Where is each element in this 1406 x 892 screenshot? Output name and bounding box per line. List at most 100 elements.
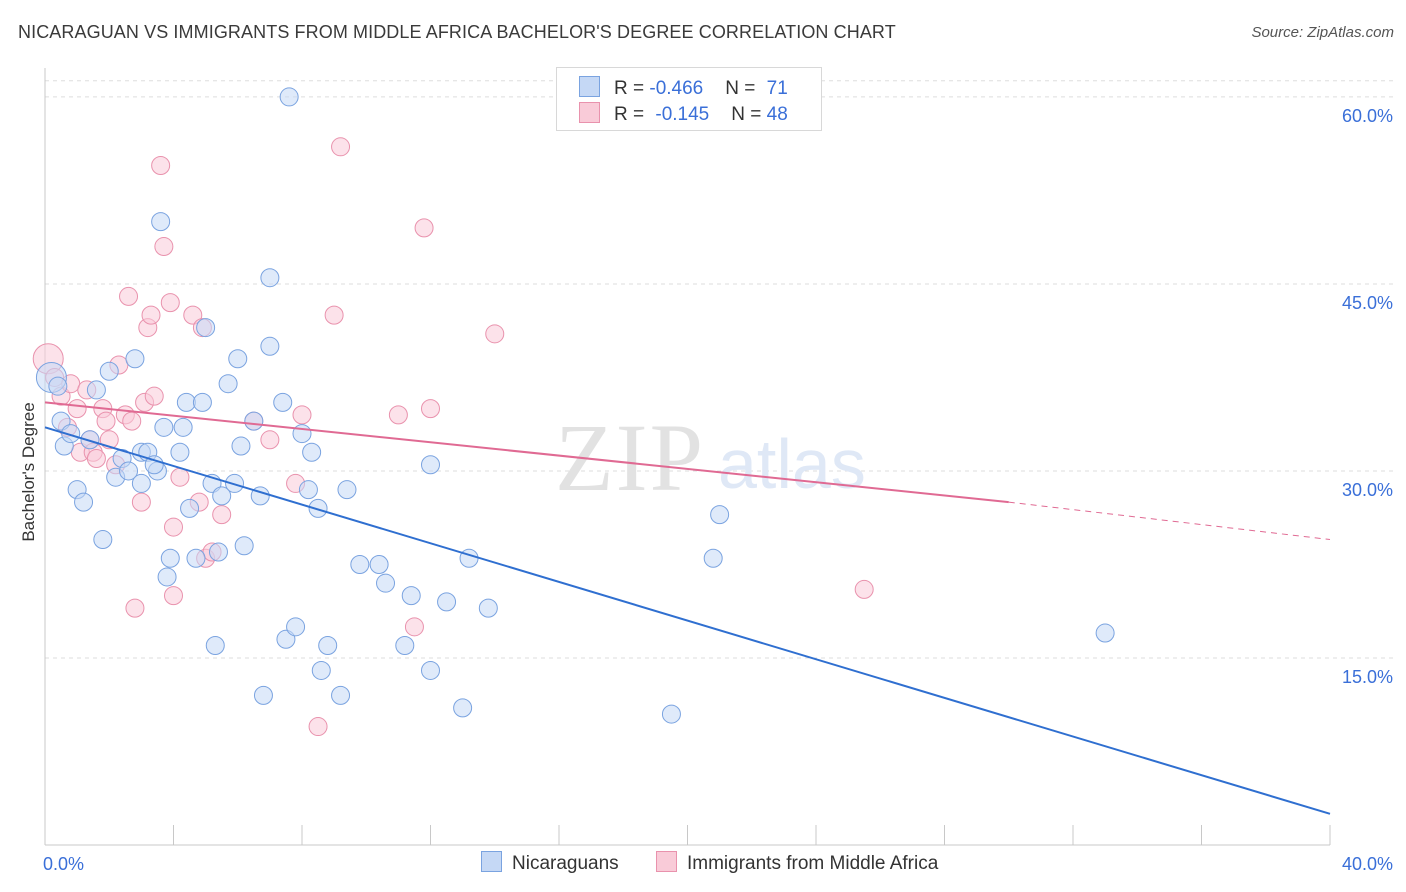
blue-point xyxy=(710,505,730,525)
pink-point xyxy=(331,137,351,157)
blue-point xyxy=(286,617,306,637)
pink-point xyxy=(154,237,174,257)
blue-point xyxy=(218,374,238,394)
x-tick-label-max: 40.0% xyxy=(1342,854,1393,874)
pink-point xyxy=(324,305,344,325)
pink-point xyxy=(67,399,87,419)
blue-point xyxy=(86,380,106,400)
blue-point xyxy=(311,660,331,680)
pink-point xyxy=(414,218,434,238)
pink-point xyxy=(388,405,408,425)
blue-point xyxy=(369,554,389,574)
chart-title: NICARAGUAN VS IMMIGRANTS FROM MIDDLE AFR… xyxy=(18,22,896,42)
pink-point xyxy=(151,156,171,176)
blue-point xyxy=(421,455,440,475)
pink-point xyxy=(421,399,440,419)
blue-point xyxy=(208,542,228,562)
blue-point xyxy=(157,567,177,587)
blue-point xyxy=(318,636,338,656)
blue-point xyxy=(478,598,498,618)
legend-item-middle-africa: Immigrants from Middle Africa xyxy=(656,851,938,875)
blue-point xyxy=(205,636,225,656)
pink-point xyxy=(404,617,424,637)
legend-item-nicaraguans: Nicaraguans xyxy=(481,851,619,875)
blue-point xyxy=(180,498,200,518)
blue-point xyxy=(244,411,264,431)
blue-point xyxy=(395,636,415,656)
blue-point xyxy=(437,592,457,612)
blue-point xyxy=(1095,623,1115,643)
blue-point xyxy=(119,461,139,481)
blue-point xyxy=(173,417,193,437)
blue-point xyxy=(212,486,232,506)
watermark-atlas: atlas xyxy=(718,425,866,503)
blue-point xyxy=(308,498,328,518)
pink-point xyxy=(144,386,164,406)
blue-point xyxy=(154,417,174,437)
blue-point xyxy=(273,392,293,412)
y-tick-label: 45.0% xyxy=(1342,293,1393,313)
pink-point xyxy=(86,449,106,468)
pink-point xyxy=(160,293,180,313)
axes xyxy=(44,68,1331,846)
blue-point xyxy=(93,530,113,550)
source-credit: Source: ZipAtlas.com xyxy=(1251,24,1394,41)
blue-point xyxy=(151,212,171,232)
blue-point xyxy=(661,704,681,724)
trend-line-middle-africa-extension xyxy=(1008,501,1331,541)
legend-swatch-nicaraguans xyxy=(481,851,502,872)
legend-swatch-pink xyxy=(579,102,600,123)
n-value-blue: 71 xyxy=(766,78,788,99)
blue-point xyxy=(453,698,473,718)
pink-point xyxy=(119,286,139,306)
trend-line-nicaraguans xyxy=(44,426,1331,815)
pink-point xyxy=(164,586,183,606)
blue-point xyxy=(99,361,119,381)
blue-point xyxy=(401,586,421,606)
blue-point xyxy=(186,548,206,568)
legend-row-nicaraguans: R = -0.466 N = 71 xyxy=(579,76,788,100)
blue-point xyxy=(48,376,68,396)
blue-point xyxy=(350,554,370,574)
r-value-pink: -0.145 xyxy=(655,104,710,125)
pink-point xyxy=(292,405,312,425)
pink-point xyxy=(122,411,142,431)
blue-point xyxy=(160,548,180,568)
blue-point xyxy=(703,548,723,568)
pink-point xyxy=(170,467,190,487)
blue-point xyxy=(74,492,94,512)
blue-point xyxy=(144,455,164,475)
y-tick-label: 15.0% xyxy=(1342,667,1393,687)
blue-point xyxy=(228,349,248,369)
pink-point xyxy=(212,505,232,525)
blue-point xyxy=(61,424,81,444)
y-tick-label: 30.0% xyxy=(1342,480,1393,500)
blue-point xyxy=(176,392,196,412)
r-value-blue: -0.466 xyxy=(649,78,704,99)
trend-lines xyxy=(44,401,1331,815)
blue-point xyxy=(292,424,312,444)
blue-point xyxy=(260,336,280,356)
blue-point xyxy=(376,573,396,593)
pink-point xyxy=(125,598,145,618)
blue-point xyxy=(234,536,254,556)
pink-point xyxy=(260,430,280,450)
pink-point xyxy=(164,517,183,537)
blue-point xyxy=(302,442,322,462)
watermark: ZIP atlas xyxy=(555,404,866,511)
blue-point xyxy=(170,442,190,462)
blue-point xyxy=(80,430,100,450)
y-axis-label: Bachelor's Degree xyxy=(19,402,38,541)
trend-line-middle-africa xyxy=(44,401,1009,504)
legend-swatch-middle-africa xyxy=(656,851,677,872)
axis-labels: 15.0% 30.0% 45.0% 60.0% 0.0% 40.0% xyxy=(43,106,1393,874)
blue-point xyxy=(260,268,280,288)
correlation-legend: R = -0.466 N = 71 R = -0.145 N = 48 xyxy=(556,67,822,131)
pink-point xyxy=(141,305,161,325)
grid-lines xyxy=(45,80,1395,659)
blue-point xyxy=(131,473,151,493)
x-tick-label-min: 0.0% xyxy=(43,854,84,874)
y-tick-label: 60.0% xyxy=(1342,106,1393,126)
pink-point xyxy=(854,579,874,599)
